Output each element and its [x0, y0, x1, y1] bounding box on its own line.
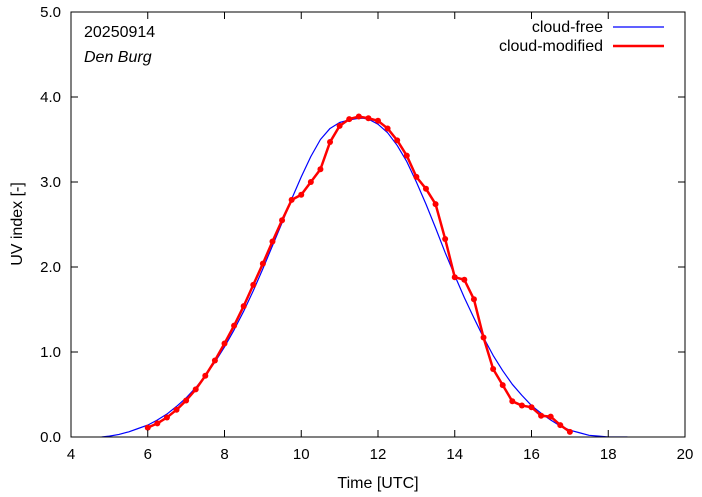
y-axis-label: UV index [-] — [9, 182, 26, 266]
data-point-cloud-modified — [279, 217, 286, 224]
data-point-cloud-modified — [403, 152, 410, 159]
y-tick-label: 2.0 — [40, 259, 61, 276]
data-point-cloud-modified — [480, 334, 487, 341]
data-point-cloud-modified — [327, 139, 334, 146]
data-point-cloud-modified — [250, 281, 257, 288]
data-point-cloud-modified — [231, 322, 238, 329]
x-axis-label: Time [UTC] — [337, 475, 418, 492]
legend: cloud-free cloud-modified — [499, 19, 664, 55]
legend-label-cloud-modified: cloud-modified — [499, 38, 603, 55]
x-tick-label: 16 — [523, 446, 540, 463]
data-point-cloud-modified — [557, 422, 564, 429]
y-tick-label: 0.0 — [40, 429, 61, 446]
series-cloud-free — [101, 117, 628, 437]
ticks-layer: 4 6 8 10 12 14 16 18 20 0.0 1.0 2.0 3.0 4.0 5.0 — [40, 4, 693, 463]
x-tick-label: 10 — [293, 446, 310, 463]
series-line-cloud-free — [101, 117, 628, 437]
data-point-cloud-modified — [211, 357, 218, 364]
data-point-cloud-modified — [394, 137, 401, 144]
data-point-cloud-modified — [144, 424, 151, 431]
data-point-cloud-modified — [298, 191, 305, 198]
x-tick-label: 8 — [220, 446, 228, 463]
data-point-cloud-modified — [509, 398, 516, 405]
data-point-cloud-modified — [269, 238, 276, 245]
series-layer — [101, 113, 628, 437]
x-tick-label: 20 — [677, 446, 694, 463]
data-point-cloud-modified — [346, 116, 353, 123]
data-point-cloud-modified — [192, 386, 199, 393]
y-tick-label: 5.0 — [40, 4, 61, 21]
data-point-cloud-modified — [461, 276, 468, 283]
data-point-cloud-modified — [317, 166, 324, 173]
data-point-cloud-modified — [202, 372, 209, 379]
x-tick-label: 14 — [446, 446, 463, 463]
x-tick-label: 4 — [67, 446, 75, 463]
data-point-cloud-modified — [288, 196, 295, 203]
data-point-cloud-modified — [547, 413, 554, 420]
y-tick-label: 4.0 — [40, 89, 61, 106]
data-point-cloud-modified — [173, 406, 180, 413]
legend-label-cloud-free: cloud-free — [532, 19, 603, 36]
series-line-cloud-modified — [147, 115, 571, 433]
date-annotation: 20250914 — [84, 24, 155, 41]
location-annotation: Den Burg — [84, 49, 152, 66]
data-point-cloud-modified — [365, 115, 372, 122]
data-point-cloud-modified — [518, 402, 525, 409]
data-point-cloud-modified — [451, 274, 458, 281]
plot-frame — [70, 11, 686, 438]
data-point-cloud-modified — [499, 382, 506, 389]
data-point-cloud-modified — [528, 404, 535, 411]
data-point-cloud-modified — [163, 414, 170, 421]
data-point-cloud-modified — [240, 303, 247, 310]
data-point-cloud-modified — [355, 113, 362, 120]
x-tick-label: 6 — [144, 446, 152, 463]
data-point-cloud-modified — [413, 173, 420, 180]
data-point-cloud-modified — [566, 428, 573, 435]
data-point-cloud-modified — [336, 122, 343, 129]
data-point-cloud-modified — [259, 260, 266, 267]
data-point-cloud-modified — [470, 296, 477, 303]
data-point-cloud-modified — [442, 235, 449, 242]
y-tick-label: 1.0 — [40, 344, 61, 361]
data-point-cloud-modified — [432, 201, 439, 208]
x-tick-label: 18 — [600, 446, 617, 463]
data-point-cloud-modified — [154, 420, 161, 427]
data-point-cloud-modified — [490, 366, 497, 372]
series-cloud-modified — [144, 113, 573, 435]
data-point-cloud-modified — [221, 340, 228, 347]
data-point-cloud-modified — [422, 185, 429, 192]
data-point-cloud-modified — [307, 179, 314, 185]
x-tick-label: 12 — [370, 446, 387, 463]
data-point-cloud-modified — [183, 397, 190, 404]
data-point-cloud-modified — [384, 125, 391, 132]
data-point-cloud-modified — [538, 412, 545, 419]
y-tick-label: 3.0 — [40, 174, 61, 191]
data-point-cloud-modified — [375, 117, 381, 124]
